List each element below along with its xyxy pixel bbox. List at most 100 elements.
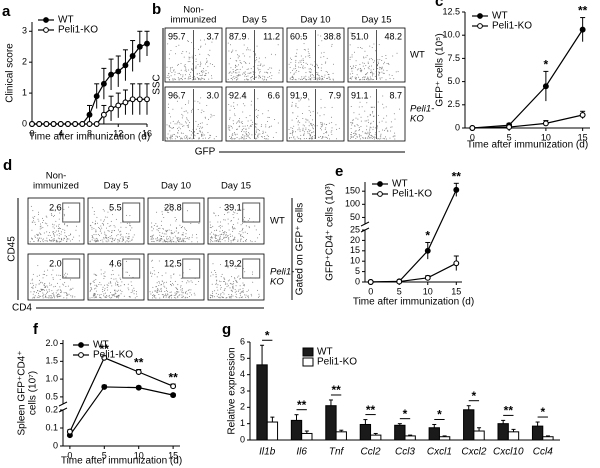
event-dot bbox=[220, 281, 222, 283]
event-dot bbox=[184, 297, 186, 299]
event-dot bbox=[213, 212, 215, 214]
event-dot bbox=[219, 206, 221, 208]
event-dot bbox=[47, 286, 49, 288]
event-dot bbox=[317, 74, 319, 76]
event-dot bbox=[68, 235, 70, 237]
event-dot bbox=[377, 138, 379, 140]
event-dot bbox=[65, 272, 67, 274]
event-dot bbox=[218, 296, 220, 298]
event-dot bbox=[307, 55, 309, 57]
event-dot bbox=[230, 220, 232, 222]
event-dot bbox=[94, 223, 96, 225]
event-dot bbox=[265, 71, 267, 73]
event-dot bbox=[386, 115, 388, 117]
event-dot bbox=[104, 216, 106, 218]
event-dot bbox=[248, 127, 250, 129]
event-dot bbox=[116, 239, 118, 241]
event-dot bbox=[225, 233, 227, 235]
event-dot bbox=[336, 138, 338, 140]
event-dot bbox=[187, 40, 189, 42]
event-dot bbox=[365, 137, 367, 139]
event-dot bbox=[203, 68, 205, 70]
event-dot bbox=[232, 133, 234, 135]
event-dot bbox=[40, 237, 42, 239]
event-dot bbox=[238, 55, 240, 57]
event-dot bbox=[117, 281, 119, 283]
event-dot bbox=[62, 228, 64, 230]
event-dot bbox=[371, 73, 373, 75]
bar bbox=[370, 434, 382, 441]
event-dot bbox=[150, 238, 152, 240]
x-tick-label: 8 bbox=[87, 128, 92, 138]
event-dot bbox=[268, 117, 270, 119]
event-dot bbox=[241, 66, 243, 68]
event-dot bbox=[155, 286, 157, 288]
event-dot bbox=[73, 236, 75, 238]
event-dot bbox=[181, 117, 183, 119]
event-dot bbox=[182, 76, 184, 78]
y-tick-label: 5 bbox=[355, 266, 360, 276]
event-dot bbox=[386, 70, 388, 72]
event-dot bbox=[322, 136, 324, 138]
event-dot bbox=[399, 108, 401, 110]
event-dot bbox=[250, 76, 252, 78]
event-dot bbox=[31, 278, 33, 280]
event-dot bbox=[264, 71, 266, 73]
event-dot bbox=[58, 274, 60, 276]
event-dot bbox=[230, 67, 232, 69]
event-dot bbox=[179, 294, 181, 296]
event-dot bbox=[163, 216, 165, 218]
event-dot bbox=[378, 63, 380, 65]
event-dot bbox=[372, 120, 374, 122]
event-dot bbox=[268, 126, 270, 128]
event-dot bbox=[169, 237, 171, 239]
event-dot bbox=[248, 226, 250, 228]
event-dot bbox=[168, 73, 170, 75]
event-dot bbox=[235, 280, 237, 282]
event-dot bbox=[46, 275, 48, 277]
event-dot bbox=[357, 118, 359, 120]
data-point bbox=[424, 274, 431, 281]
event-dot bbox=[181, 288, 183, 290]
event-dot bbox=[244, 105, 246, 107]
event-dot bbox=[32, 220, 34, 222]
event-dot bbox=[223, 280, 225, 282]
event-dot bbox=[57, 228, 59, 230]
data-point bbox=[50, 121, 57, 127]
event-dot bbox=[181, 79, 183, 81]
event-dot bbox=[119, 240, 121, 242]
event-dot bbox=[42, 282, 44, 284]
bar bbox=[290, 419, 303, 441]
event-dot bbox=[222, 234, 224, 236]
event-dot bbox=[200, 78, 202, 80]
event-dot bbox=[302, 129, 304, 131]
event-dot bbox=[265, 131, 267, 133]
event-dot bbox=[232, 69, 234, 71]
event-dot bbox=[55, 230, 57, 232]
event-dot bbox=[234, 237, 236, 239]
event-dot bbox=[233, 132, 235, 134]
event-dot bbox=[258, 295, 260, 297]
event-dot bbox=[198, 138, 200, 140]
event-dot bbox=[184, 64, 186, 66]
event-dot bbox=[127, 283, 129, 285]
event-dot bbox=[255, 131, 257, 133]
event-dot bbox=[178, 122, 180, 124]
event-dot bbox=[95, 234, 97, 236]
event-dot bbox=[219, 297, 221, 299]
event-dot bbox=[114, 296, 116, 298]
event-dot bbox=[156, 225, 158, 227]
event-dot bbox=[333, 79, 335, 81]
event-dot bbox=[255, 124, 257, 126]
event-dot bbox=[103, 278, 105, 280]
event-dot bbox=[150, 293, 152, 295]
event-dot bbox=[331, 45, 333, 47]
event-dot bbox=[231, 125, 233, 127]
event-dot bbox=[45, 294, 47, 296]
event-dot bbox=[313, 128, 315, 130]
event-dot bbox=[100, 232, 102, 234]
event-dot bbox=[157, 292, 159, 294]
event-dot bbox=[231, 283, 233, 285]
event-dot bbox=[355, 133, 357, 135]
